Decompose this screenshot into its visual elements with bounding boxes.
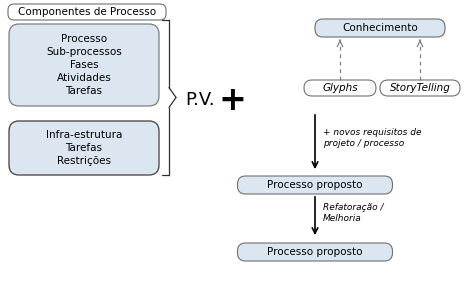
Text: Atividades: Atividades — [57, 73, 111, 83]
Text: Restrições: Restrições — [57, 156, 111, 166]
Text: Fases: Fases — [69, 60, 98, 70]
FancyBboxPatch shape — [8, 4, 166, 20]
Text: + novos requisitos de
projeto / processo: + novos requisitos de projeto / processo — [322, 128, 421, 148]
FancyBboxPatch shape — [314, 19, 444, 37]
FancyBboxPatch shape — [303, 80, 375, 96]
Text: Glyphs: Glyphs — [321, 83, 357, 93]
FancyBboxPatch shape — [237, 176, 392, 194]
Text: Tarefas: Tarefas — [65, 143, 102, 153]
Text: P.V.: P.V. — [185, 91, 214, 109]
Text: Refatoração /
Melhoria: Refatoração / Melhoria — [322, 203, 383, 223]
FancyBboxPatch shape — [9, 24, 159, 106]
FancyBboxPatch shape — [237, 243, 392, 261]
FancyBboxPatch shape — [379, 80, 459, 96]
Text: Processo: Processo — [61, 34, 107, 44]
Text: Componentes de Processo: Componentes de Processo — [18, 7, 156, 17]
Text: Sub-processos: Sub-processos — [46, 47, 122, 57]
Text: Infra-estrutura: Infra-estrutura — [46, 130, 122, 140]
Text: +: + — [218, 83, 246, 116]
Text: Conhecimento: Conhecimento — [341, 23, 417, 33]
FancyBboxPatch shape — [9, 121, 159, 175]
Text: Processo proposto: Processo proposto — [267, 247, 362, 257]
Text: Processo proposto: Processo proposto — [267, 180, 362, 190]
Text: Tarefas: Tarefas — [65, 86, 102, 96]
Text: StoryTelling: StoryTelling — [389, 83, 449, 93]
